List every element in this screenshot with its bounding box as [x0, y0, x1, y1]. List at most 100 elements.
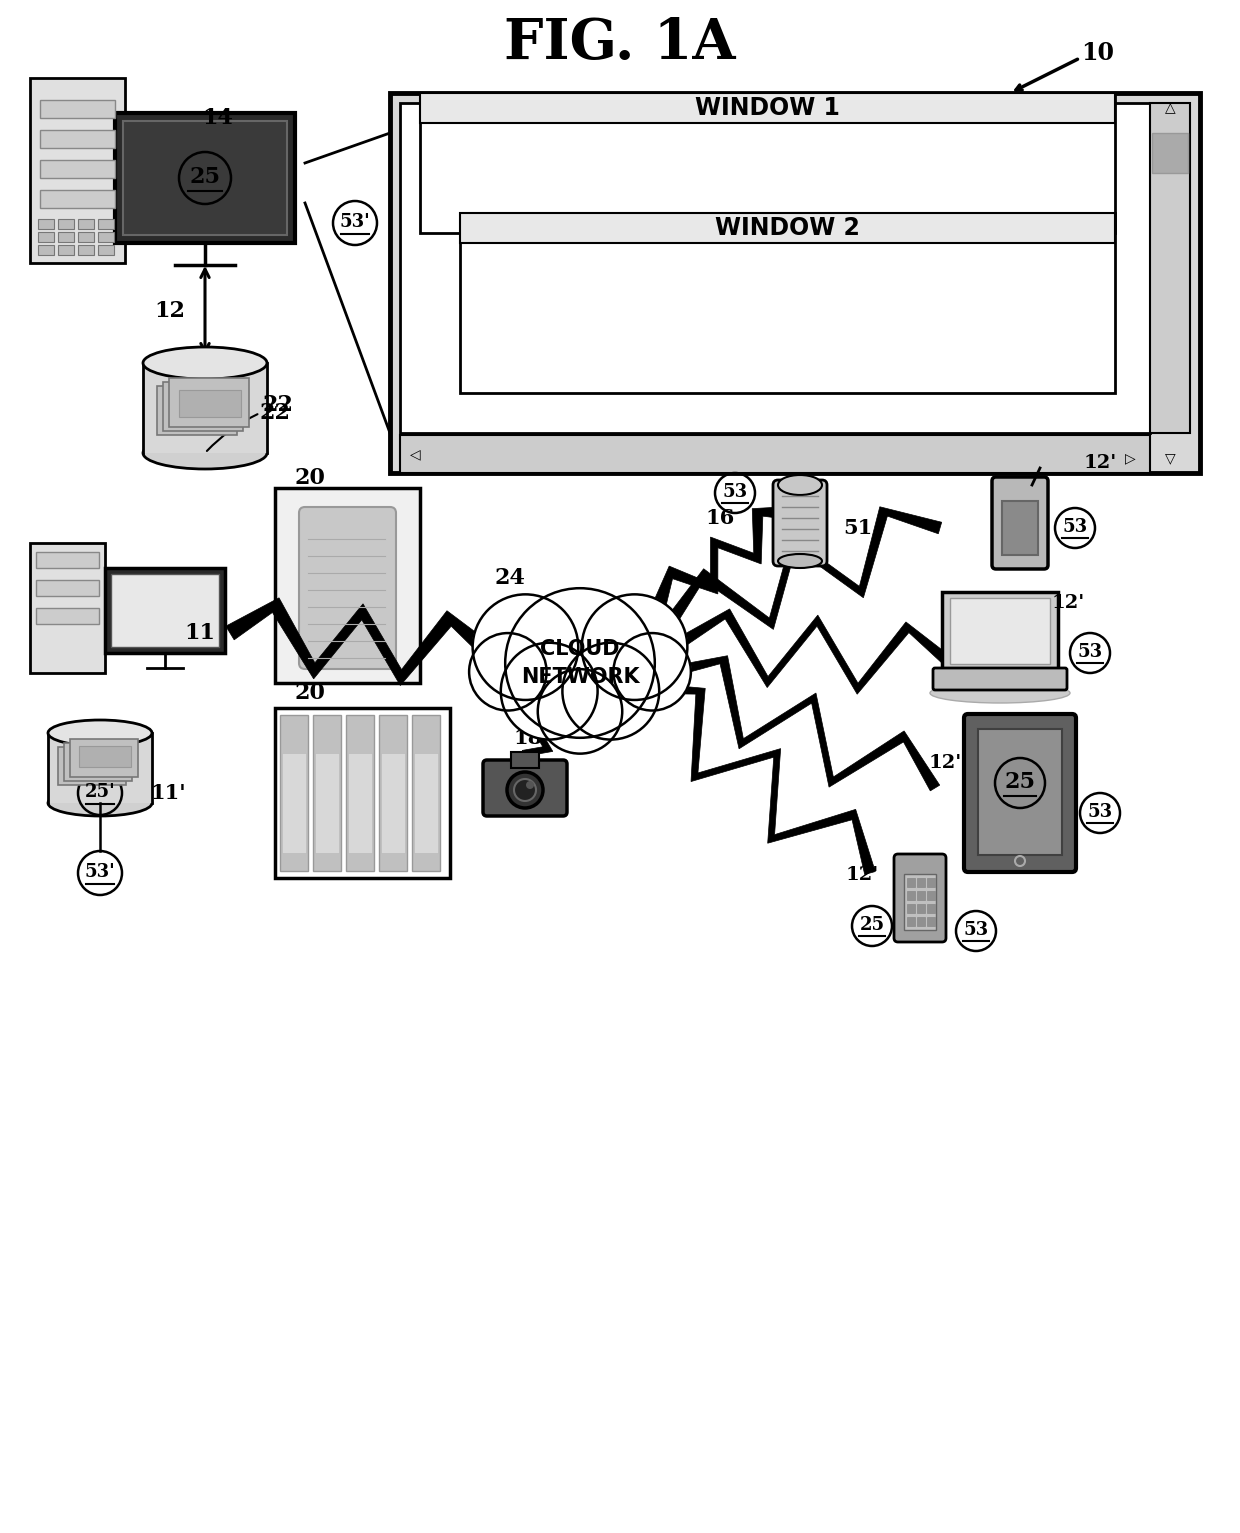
FancyBboxPatch shape	[928, 917, 935, 926]
FancyBboxPatch shape	[58, 245, 74, 254]
Circle shape	[563, 642, 660, 739]
FancyBboxPatch shape	[123, 121, 286, 235]
FancyBboxPatch shape	[906, 917, 915, 926]
Polygon shape	[640, 682, 875, 874]
FancyBboxPatch shape	[78, 219, 94, 228]
Text: 22: 22	[259, 402, 290, 425]
Polygon shape	[226, 598, 495, 685]
FancyBboxPatch shape	[98, 245, 114, 254]
Text: 53': 53'	[340, 213, 371, 231]
Polygon shape	[663, 656, 940, 791]
FancyBboxPatch shape	[906, 878, 915, 888]
FancyBboxPatch shape	[918, 878, 925, 888]
Text: 53: 53	[1063, 518, 1087, 537]
Circle shape	[501, 642, 598, 739]
FancyBboxPatch shape	[30, 78, 125, 264]
FancyBboxPatch shape	[115, 113, 295, 244]
Text: 10: 10	[1081, 41, 1115, 64]
Text: ▽: ▽	[1164, 451, 1176, 464]
Text: △: △	[1164, 101, 1176, 115]
FancyBboxPatch shape	[942, 592, 1058, 670]
Text: 20: 20	[295, 468, 325, 489]
FancyBboxPatch shape	[963, 714, 1076, 872]
FancyBboxPatch shape	[98, 219, 114, 228]
FancyBboxPatch shape	[315, 753, 339, 852]
Circle shape	[505, 589, 655, 737]
FancyBboxPatch shape	[67, 754, 119, 776]
Polygon shape	[677, 609, 954, 694]
FancyBboxPatch shape	[71, 739, 138, 777]
Ellipse shape	[143, 437, 267, 469]
FancyBboxPatch shape	[460, 213, 1115, 392]
FancyBboxPatch shape	[38, 231, 55, 242]
FancyBboxPatch shape	[36, 552, 99, 569]
FancyBboxPatch shape	[36, 579, 99, 596]
FancyBboxPatch shape	[348, 753, 372, 852]
Circle shape	[526, 780, 534, 789]
Ellipse shape	[930, 684, 1070, 704]
FancyBboxPatch shape	[98, 231, 114, 242]
Circle shape	[538, 670, 622, 754]
FancyBboxPatch shape	[312, 714, 341, 871]
FancyBboxPatch shape	[40, 159, 115, 178]
FancyBboxPatch shape	[918, 917, 925, 926]
FancyBboxPatch shape	[58, 231, 74, 242]
FancyBboxPatch shape	[172, 394, 234, 422]
FancyBboxPatch shape	[48, 733, 153, 803]
FancyBboxPatch shape	[112, 573, 219, 647]
FancyBboxPatch shape	[40, 190, 115, 208]
Circle shape	[515, 779, 536, 802]
Polygon shape	[522, 711, 562, 783]
Ellipse shape	[143, 346, 267, 379]
FancyBboxPatch shape	[58, 219, 74, 228]
FancyBboxPatch shape	[460, 213, 1115, 244]
Text: 12': 12'	[929, 754, 962, 773]
FancyBboxPatch shape	[412, 714, 440, 871]
Text: ◁: ◁	[409, 448, 420, 461]
FancyBboxPatch shape	[299, 507, 396, 668]
FancyBboxPatch shape	[40, 130, 115, 149]
Circle shape	[469, 633, 547, 710]
FancyBboxPatch shape	[928, 904, 935, 914]
Circle shape	[614, 633, 691, 710]
FancyBboxPatch shape	[950, 598, 1050, 664]
Text: 12': 12'	[846, 866, 879, 885]
Text: WINDOW 2: WINDOW 2	[714, 216, 859, 241]
Text: 53: 53	[1087, 803, 1112, 822]
FancyBboxPatch shape	[38, 219, 55, 228]
Text: 12': 12'	[1052, 593, 1085, 612]
Text: WINDOW 1: WINDOW 1	[694, 97, 839, 120]
FancyBboxPatch shape	[773, 480, 827, 566]
FancyBboxPatch shape	[401, 103, 1149, 432]
FancyBboxPatch shape	[30, 543, 105, 673]
FancyBboxPatch shape	[58, 747, 125, 785]
FancyBboxPatch shape	[420, 94, 1115, 123]
FancyBboxPatch shape	[918, 904, 925, 914]
Text: 11: 11	[185, 622, 216, 644]
FancyBboxPatch shape	[906, 891, 915, 900]
FancyBboxPatch shape	[162, 382, 243, 431]
FancyBboxPatch shape	[928, 891, 935, 900]
Text: 20: 20	[295, 682, 325, 704]
Text: 12': 12'	[1084, 454, 1117, 472]
Text: 14: 14	[202, 107, 233, 129]
Text: 53': 53'	[84, 863, 115, 881]
Text: CLOUD
NETWORK: CLOUD NETWORK	[521, 639, 640, 687]
FancyBboxPatch shape	[275, 487, 420, 684]
FancyBboxPatch shape	[894, 854, 946, 941]
FancyBboxPatch shape	[78, 231, 94, 242]
FancyBboxPatch shape	[167, 399, 229, 425]
Text: FIG. 1A: FIG. 1A	[505, 15, 735, 71]
Text: 51: 51	[843, 518, 873, 538]
FancyBboxPatch shape	[64, 742, 131, 780]
Text: 25': 25'	[84, 783, 115, 802]
FancyBboxPatch shape	[511, 753, 539, 768]
FancyBboxPatch shape	[381, 753, 405, 852]
Text: 11': 11'	[150, 783, 186, 803]
FancyBboxPatch shape	[391, 94, 1200, 474]
FancyBboxPatch shape	[992, 477, 1048, 569]
FancyBboxPatch shape	[280, 714, 308, 871]
Polygon shape	[653, 506, 790, 606]
FancyBboxPatch shape	[1152, 133, 1188, 173]
Text: 53: 53	[723, 483, 748, 501]
